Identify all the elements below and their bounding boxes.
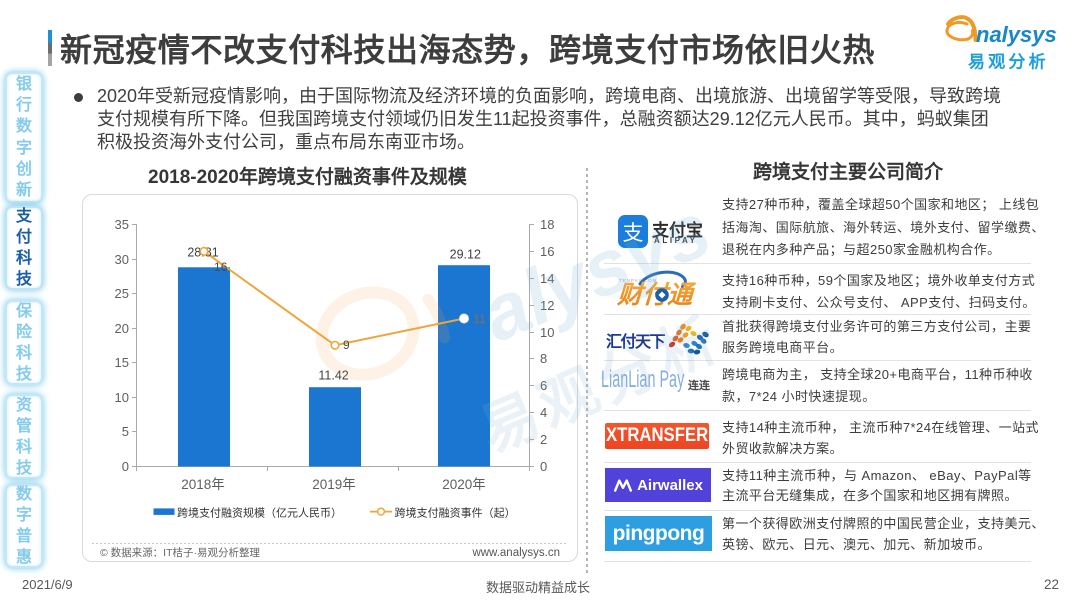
svg-text:易观分析: 易观分析: [968, 52, 1049, 71]
svg-text:11.42: 11.42: [318, 369, 348, 383]
svg-text:20: 20: [115, 321, 129, 336]
svg-text:2020年: 2020年: [442, 477, 486, 492]
svg-text:0: 0: [540, 459, 547, 474]
svg-text:0: 0: [122, 459, 129, 474]
svg-text:11: 11: [473, 312, 486, 326]
svg-text:25: 25: [115, 286, 129, 301]
svg-text:4: 4: [540, 405, 547, 420]
svg-text:10: 10: [540, 325, 554, 340]
svg-text:16: 16: [540, 244, 554, 259]
svg-text:8: 8: [540, 351, 547, 366]
svg-text:14: 14: [540, 271, 554, 286]
svg-text:跨境支付融资规模（亿元人民币）: 跨境支付融资规模（亿元人民币）: [177, 506, 342, 520]
svg-text:10: 10: [115, 390, 129, 405]
svg-text:跨境支付融资事件（起）: 跨境支付融资事件（起）: [395, 506, 516, 520]
svg-text:nalysys: nalysys: [976, 22, 1057, 47]
svg-text:16: 16: [214, 260, 228, 274]
svg-text:35: 35: [115, 217, 129, 232]
svg-text:www.analysys.cn: www.analysys.cn: [471, 547, 560, 559]
svg-text:2019年: 2019年: [312, 477, 356, 492]
svg-text:© 数据来源：IT桔子·易观分析整理: © 数据来源：IT桔子·易观分析整理: [100, 546, 260, 559]
svg-text:15: 15: [115, 355, 129, 370]
svg-text:6: 6: [540, 378, 547, 393]
svg-text:30: 30: [115, 252, 129, 267]
svg-text:18: 18: [540, 217, 554, 232]
svg-text:12: 12: [540, 298, 554, 313]
svg-text:29.12: 29.12: [450, 247, 481, 261]
svg-text:5: 5: [122, 424, 129, 439]
svg-text:9: 9: [343, 338, 350, 352]
svg-text:2018年: 2018年: [181, 477, 225, 492]
svg-text:2: 2: [540, 432, 547, 447]
